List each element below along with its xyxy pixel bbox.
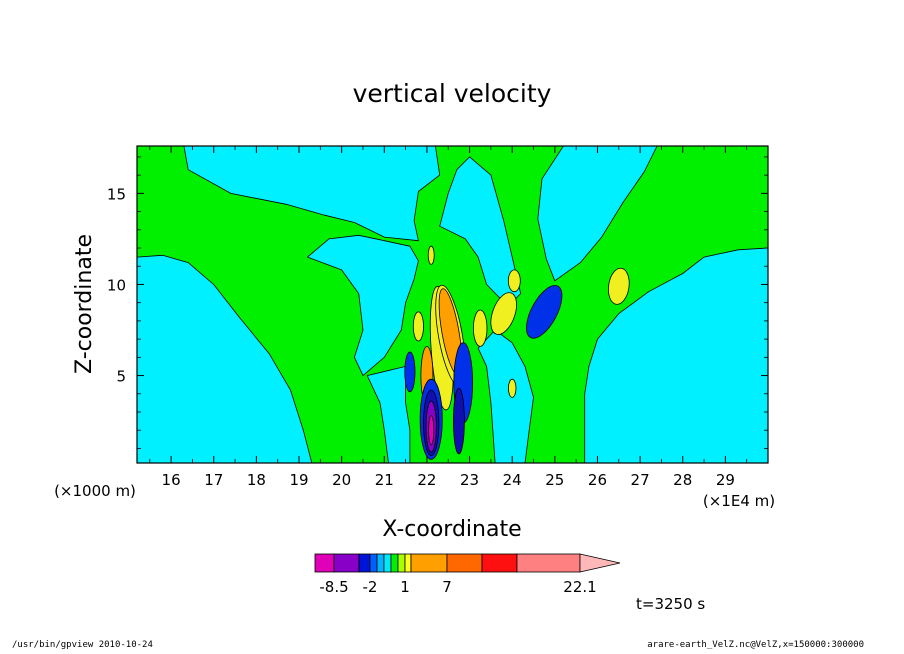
contour-cell-14: [490, 292, 517, 335]
contour-cell-16: [508, 378, 517, 398]
colorbar-segment: [410, 553, 448, 573]
footer-source: arare-earth_VelZ.nc@VelZ,x=150000:300000: [647, 640, 864, 650]
contour-field: [137, 146, 768, 463]
x-unit-label: (×1E4 m): [703, 492, 775, 510]
x-axis-label: X-coordinate: [382, 517, 521, 542]
x-tick-label: 26: [588, 471, 607, 489]
y-tick-label: 10: [107, 276, 126, 294]
y-unit-label: (×1000 m): [54, 482, 136, 500]
y-axis: 5 10 15: [107, 156, 768, 449]
colorbar-ticks: -8.5 -2 1 7 22.1: [319, 578, 596, 596]
footer-command: /usr/bin/gpview 2010-10-24: [12, 640, 153, 650]
y-tick-label: 15: [107, 185, 126, 203]
x-tick-label: 18: [247, 471, 266, 489]
x-tick-label: 17: [204, 471, 223, 489]
colorbar-tick-label: -2: [363, 578, 378, 596]
colorbar-segment: [383, 553, 392, 573]
contour-region-top-left: [183, 146, 441, 242]
colorbar-segment: [369, 553, 378, 573]
contour-cell-15: [473, 309, 488, 347]
colorbar-segment: [390, 553, 399, 573]
x-tick-label: 25: [545, 471, 564, 489]
x-tick-label: 20: [332, 471, 351, 489]
colorbar-tick-label: 1: [400, 578, 410, 596]
x-tick-label: 22: [417, 471, 436, 489]
contour-cell-10: [404, 351, 416, 393]
colorbar: [314, 553, 621, 573]
contour-region-right-upper: [537, 146, 658, 282]
contour-region-lower-center: [477, 329, 534, 463]
contour-region-upper-center: [439, 156, 522, 307]
colorbar-tick-label: 22.1: [563, 578, 596, 596]
contour-cell-18: [412, 311, 424, 342]
plot-frame: [136, 145, 769, 464]
time-label: t=3250 s: [636, 595, 705, 613]
colorbar-tick-label: -8.5: [319, 578, 348, 596]
y-axis-label: Z-coordinate: [72, 234, 97, 374]
colorbar-segment: [397, 553, 406, 573]
chart-title: vertical velocity: [353, 79, 552, 108]
contour-region-right: [584, 247, 768, 463]
colorbar-segment: [358, 553, 371, 573]
plot-area: [136, 145, 769, 464]
colorbar-tick-label: 7: [442, 578, 452, 596]
contour-region-left: [137, 254, 313, 463]
colorbar-arrow: [579, 553, 621, 573]
colorbar-segment: [333, 553, 360, 573]
x-tick-label: 21: [375, 471, 394, 489]
colorbar-segment: [404, 553, 412, 573]
colorbar-segment: [481, 553, 518, 573]
contour-region-center-left: [307, 234, 419, 377]
contour-cell-11: [526, 285, 563, 339]
colorbar-segment: [446, 553, 483, 573]
contour-cell-12: [607, 267, 630, 305]
colorbar-segment: [376, 553, 385, 573]
x-axis: 16 17 18 19 20 21 22 23 24 25 26 27 28 29: [149, 146, 748, 489]
contour-cell-7: [428, 415, 435, 446]
colorbar-segment: [314, 553, 335, 573]
x-tick-label: 28: [673, 471, 692, 489]
x-tick-label: 19: [289, 471, 308, 489]
x-tick-label: 27: [631, 471, 650, 489]
x-tick-label: 29: [716, 471, 735, 489]
contour-cell-17: [427, 245, 435, 265]
y-tick-label: 5: [116, 368, 126, 386]
contour-cell-9: [452, 387, 465, 455]
contour-cell-13: [507, 269, 521, 293]
x-tick-label: 24: [503, 471, 522, 489]
colorbar-segment: [516, 553, 581, 573]
x-tick-label: 16: [162, 471, 181, 489]
x-tick-label: 23: [460, 471, 479, 489]
